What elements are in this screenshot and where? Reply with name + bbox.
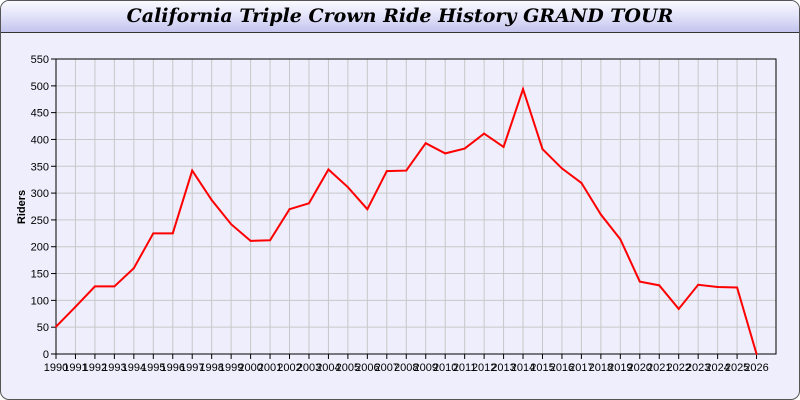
data-point (327, 168, 330, 171)
data-point (171, 232, 174, 235)
data-point (522, 88, 525, 91)
y-tick-label: 100 (31, 295, 49, 307)
x-tick-label: 2023 (686, 362, 710, 374)
data-point (560, 167, 563, 170)
x-tick-label: 2020 (628, 362, 652, 374)
x-axis: 1990199119921993199419951996199719981999… (44, 354, 769, 374)
data-point (697, 283, 700, 286)
x-tick-label: 2001 (258, 362, 282, 374)
x-tick-label: 2009 (413, 362, 437, 374)
data-point (405, 169, 408, 172)
data-point (191, 169, 194, 172)
x-tick-label: 1994 (122, 362, 146, 374)
data-point (677, 307, 680, 310)
x-tick-label: 2015 (530, 362, 554, 374)
grid (55, 58, 776, 355)
x-tick-label: 2010 (433, 362, 457, 374)
data-point (210, 199, 213, 202)
y-tick-label: 250 (31, 215, 49, 227)
data-point (599, 213, 602, 216)
x-tick-label: 2008 (394, 362, 418, 374)
data-point (638, 280, 641, 283)
data-point (541, 148, 544, 151)
data-point (307, 202, 310, 205)
data-point (288, 208, 291, 211)
y-tick-label: 400 (31, 134, 49, 146)
data-points (55, 88, 758, 355)
x-tick-label: 2014 (511, 362, 535, 374)
data-point (424, 142, 427, 145)
x-tick-label: 2025 (725, 362, 749, 374)
y-tick-label: 350 (31, 161, 49, 173)
data-point (74, 305, 77, 308)
data-point (385, 170, 388, 173)
x-tick-label: 2018 (589, 362, 613, 374)
x-tick-label: 2012 (472, 362, 496, 374)
x-tick-label: 2016 (550, 362, 574, 374)
y-tick-label: 450 (31, 108, 49, 120)
data-point (736, 286, 739, 289)
x-tick-label: 2024 (705, 362, 729, 374)
y-axis-label: Riders (16, 190, 28, 224)
x-tick-label: 1992 (83, 362, 107, 374)
x-tick-label: 2002 (277, 362, 301, 374)
data-point (113, 285, 116, 288)
x-tick-label: 2007 (375, 362, 399, 374)
data-point (619, 238, 622, 241)
chart-title: California Triple Crown Ride History GRA… (126, 5, 674, 27)
data-point (580, 181, 583, 184)
x-tick-label: 1993 (102, 362, 126, 374)
x-tick-label: 2013 (491, 362, 515, 374)
x-tick-label: 2005 (336, 362, 360, 374)
x-tick-label: 2004 (316, 362, 340, 374)
data-point (230, 223, 233, 226)
plot-area (55, 58, 777, 355)
y-tick-label: 300 (31, 188, 49, 200)
data-point (502, 145, 505, 148)
x-tick-label: 2011 (453, 362, 477, 374)
x-tick-label: 2003 (297, 362, 321, 374)
data-point (55, 325, 57, 328)
x-tick-label: 1990 (44, 362, 68, 374)
y-tick-label: 50 (37, 322, 49, 334)
y-tick-label: 550 (31, 54, 49, 66)
x-tick-label: 1991 (63, 362, 87, 374)
x-tick-label: 2000 (238, 362, 262, 374)
data-point (249, 239, 252, 242)
data-point (658, 284, 661, 287)
data-point (716, 285, 719, 288)
x-tick-label: 1996 (161, 362, 185, 374)
data-point (152, 232, 155, 235)
x-tick-label: 2026 (744, 362, 768, 374)
x-tick-label: 2017 (569, 362, 593, 374)
x-tick-label: 2022 (666, 362, 690, 374)
data-point (93, 285, 96, 288)
title-bar: California Triple Crown Ride History GRA… (1, 1, 799, 33)
data-point (132, 267, 135, 270)
y-tick-label: 150 (31, 269, 49, 281)
x-tick-label: 1997 (180, 362, 204, 374)
data-point (755, 353, 758, 355)
y-tick-label: 500 (31, 81, 49, 93)
data-point (444, 152, 447, 155)
y-axis: 0 50 100 150 200 250 300 350 400 450 500 550 (31, 54, 56, 361)
data-point (483, 132, 486, 135)
data-point (463, 147, 466, 150)
data-point (269, 239, 272, 242)
x-tick-label: 1995 (141, 362, 165, 374)
x-tick-label: 2019 (608, 362, 632, 374)
x-tick-label: 2006 (355, 362, 379, 374)
data-point (366, 208, 369, 211)
y-tick-label: 0 (43, 349, 49, 361)
x-tick-label: 2021 (647, 362, 671, 374)
x-tick-label: 1998 (199, 362, 223, 374)
data-point (346, 186, 349, 189)
y-tick-label: 200 (31, 242, 49, 254)
x-tick-label: 1999 (219, 362, 243, 374)
